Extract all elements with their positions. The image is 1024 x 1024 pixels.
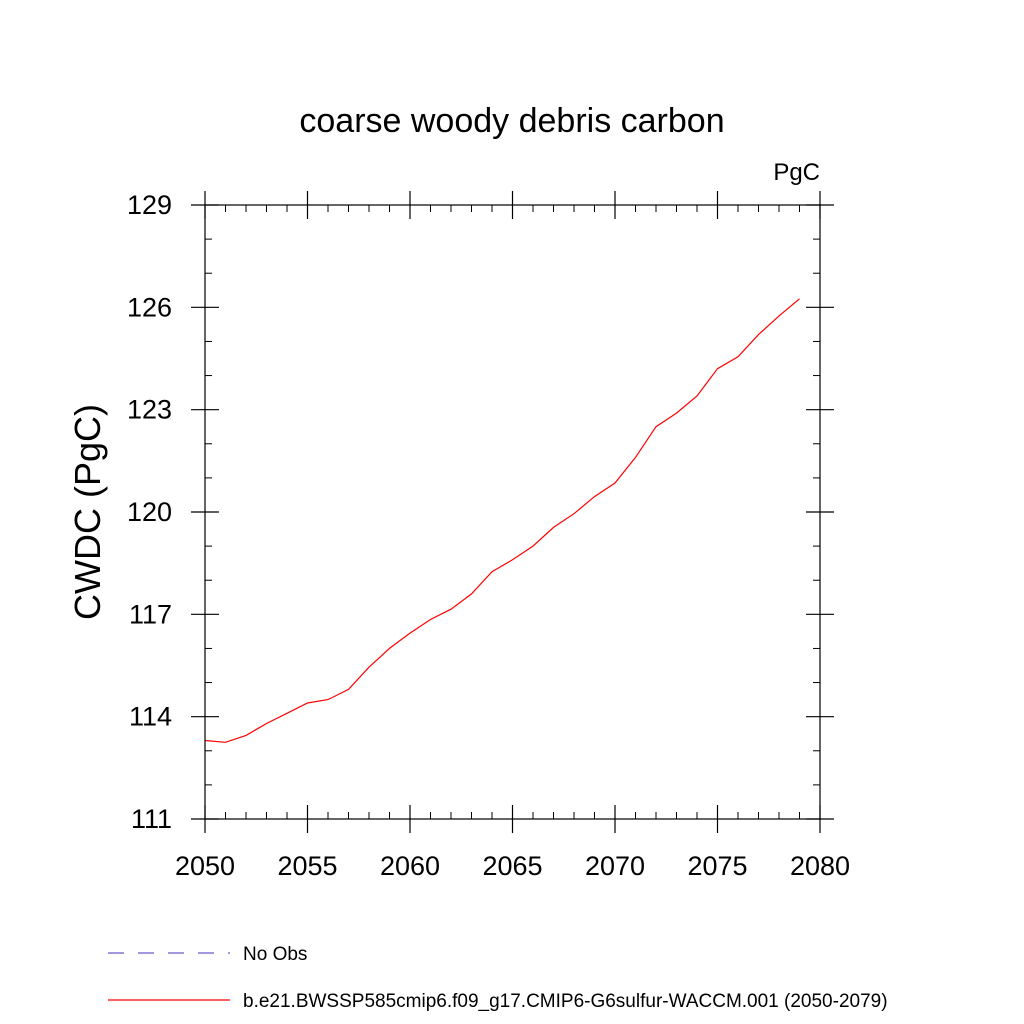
y-axis-label: CWDC (PgC) bbox=[67, 404, 108, 620]
units-label: PgC bbox=[773, 159, 820, 186]
x-tick-label: 2065 bbox=[482, 851, 542, 881]
plot-frame bbox=[204, 204, 821, 820]
y-tick-label: 126 bbox=[127, 292, 172, 322]
x-tick-label: 2080 bbox=[790, 851, 850, 881]
y-tick-label: 129 bbox=[127, 190, 172, 220]
x-tick-label: 2060 bbox=[380, 851, 440, 881]
x-tick-label: 2070 bbox=[585, 851, 645, 881]
x-tick-label: 2050 bbox=[175, 851, 235, 881]
y-tick-label: 114 bbox=[129, 702, 172, 732]
legend: No Obs b.e21.BWSSP585cmip6.f09_g17.CMIP6-… bbox=[108, 944, 888, 1012]
legend-label: No Obs bbox=[243, 944, 307, 965]
series-line bbox=[204, 298, 800, 743]
axis-ticks bbox=[191, 191, 834, 833]
x-tick-label: 2075 bbox=[687, 851, 747, 881]
y-tick-label: 117 bbox=[129, 599, 172, 629]
chart-title: coarse woody debris carbon bbox=[299, 102, 724, 140]
legend-label: b.e21.BWSSP585cmip6.f09_g17.CMIP6-G6sulf… bbox=[243, 991, 888, 1012]
y-tick-label: 120 bbox=[127, 497, 172, 527]
y-tick-label: 111 bbox=[131, 804, 172, 834]
y-tick-label: 123 bbox=[127, 395, 172, 425]
x-tick-label: 2055 bbox=[277, 851, 337, 881]
tick-labels: 2050 2055 2060 2065 2070 2075 2080 111 114 117 120… bbox=[127, 190, 850, 881]
series-layer bbox=[204, 298, 800, 743]
